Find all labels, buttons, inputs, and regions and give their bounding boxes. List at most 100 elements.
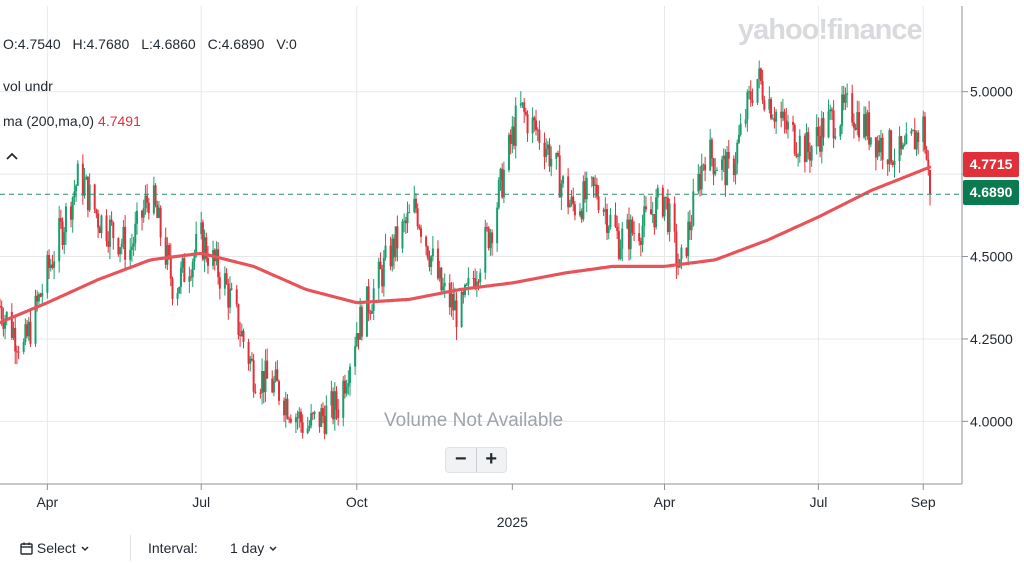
candle-body bbox=[844, 94, 847, 103]
candle-body bbox=[524, 111, 527, 115]
candle-body bbox=[677, 265, 680, 268]
zoom-out-button[interactable]: − bbox=[454, 448, 467, 470]
candle-body bbox=[653, 214, 656, 228]
candle-body bbox=[749, 91, 752, 101]
candle-body bbox=[628, 219, 631, 250]
candle-body bbox=[323, 415, 326, 434]
candle-body bbox=[905, 133, 908, 145]
candle-body bbox=[414, 198, 417, 209]
candle-body bbox=[389, 245, 392, 267]
candle-body bbox=[614, 214, 617, 227]
candle-body bbox=[10, 312, 13, 338]
candle-body bbox=[619, 248, 622, 259]
candle-body bbox=[152, 185, 155, 214]
candle-body bbox=[869, 137, 872, 145]
candle-body bbox=[227, 283, 230, 308]
calendar-icon bbox=[20, 540, 37, 556]
candle-body bbox=[536, 129, 539, 131]
candle-body bbox=[521, 102, 524, 104]
candle-body bbox=[242, 330, 245, 342]
candle-body bbox=[533, 117, 536, 121]
candle-body bbox=[120, 243, 123, 248]
candle-body bbox=[183, 258, 186, 282]
candle-body bbox=[923, 116, 926, 150]
candle-body bbox=[535, 120, 538, 130]
candle-body bbox=[450, 293, 453, 308]
candle-body bbox=[927, 159, 930, 170]
candle-body bbox=[863, 114, 866, 138]
candle-body bbox=[333, 391, 336, 420]
candle-body bbox=[261, 371, 264, 393]
candle-body bbox=[371, 310, 373, 314]
candle-body bbox=[724, 155, 727, 186]
interval-dropdown[interactable]: 1 day bbox=[230, 540, 278, 556]
candle-body bbox=[71, 197, 74, 220]
candle-body bbox=[377, 261, 380, 289]
candle-body bbox=[857, 112, 860, 138]
candle-body bbox=[188, 276, 191, 282]
candle-body bbox=[443, 282, 446, 287]
candle-body bbox=[573, 204, 576, 216]
chevron-up-icon[interactable] bbox=[5, 148, 19, 164]
candle-body bbox=[240, 330, 243, 337]
candle-body bbox=[798, 135, 801, 156]
candle-body bbox=[638, 233, 641, 242]
candle-body bbox=[272, 380, 275, 393]
candle-body bbox=[271, 378, 274, 393]
candle-body bbox=[732, 158, 735, 176]
select-dropdown[interactable]: Select bbox=[20, 540, 90, 556]
candle-body bbox=[558, 155, 561, 198]
candle-body bbox=[247, 341, 250, 364]
candle-body bbox=[259, 392, 262, 394]
candle-body bbox=[626, 219, 629, 229]
last-price-label: 4.6890 bbox=[963, 180, 1019, 205]
candle-body bbox=[156, 204, 159, 218]
x-tick-label: Sep bbox=[911, 494, 936, 510]
interval-value: 1 day bbox=[230, 540, 265, 556]
y-tick-label: 4.5000 bbox=[970, 249, 1013, 265]
candle-body bbox=[595, 184, 598, 197]
candle-body bbox=[604, 209, 607, 212]
candle-body bbox=[223, 273, 226, 289]
candle-body bbox=[704, 164, 707, 171]
candle-body bbox=[159, 207, 162, 238]
candle-body bbox=[438, 267, 441, 279]
candle-body bbox=[477, 281, 480, 283]
indicator-moving-average[interactable]: ma (200,ma,0) 4.7491 bbox=[3, 113, 141, 129]
candle-body bbox=[606, 209, 609, 233]
candle-body bbox=[230, 288, 233, 290]
candle-body bbox=[690, 225, 693, 231]
candle-body bbox=[17, 351, 20, 353]
candle-body bbox=[321, 408, 324, 416]
candle-body bbox=[408, 212, 411, 214]
candle-body bbox=[284, 398, 287, 416]
candle-body bbox=[514, 105, 517, 146]
candle-body bbox=[507, 134, 510, 170]
moving-average-line bbox=[0, 165, 932, 325]
candle-body bbox=[252, 360, 255, 392]
candle-body bbox=[49, 264, 52, 268]
candle-body bbox=[822, 118, 825, 138]
indicator-volume[interactable]: vol undr bbox=[3, 78, 53, 94]
candle-body bbox=[489, 232, 492, 249]
y-tick-label: 5.0000 bbox=[970, 84, 1013, 100]
candle-body bbox=[631, 219, 634, 233]
candle-body bbox=[154, 185, 157, 205]
candle-body bbox=[59, 218, 62, 222]
candle-body bbox=[878, 140, 881, 153]
candle-body bbox=[426, 246, 429, 259]
candle-body bbox=[132, 243, 135, 247]
x-axis-ticks: Apr Jul Oct 2025 Apr Jul Sep bbox=[36, 484, 936, 530]
select-label: Select bbox=[36, 540, 76, 556]
candle-body bbox=[15, 351, 18, 353]
interval-label: Interval: bbox=[148, 540, 198, 556]
bottom-toolbar: Select Interval: 1 day bbox=[0, 535, 1024, 563]
candle-body bbox=[365, 286, 368, 337]
candle-body bbox=[228, 288, 231, 308]
candle-body bbox=[817, 126, 820, 137]
zoom-in-button[interactable]: + bbox=[475, 448, 507, 472]
candle-body bbox=[311, 413, 314, 415]
candle-body bbox=[112, 222, 115, 239]
candle-body bbox=[641, 225, 644, 245]
